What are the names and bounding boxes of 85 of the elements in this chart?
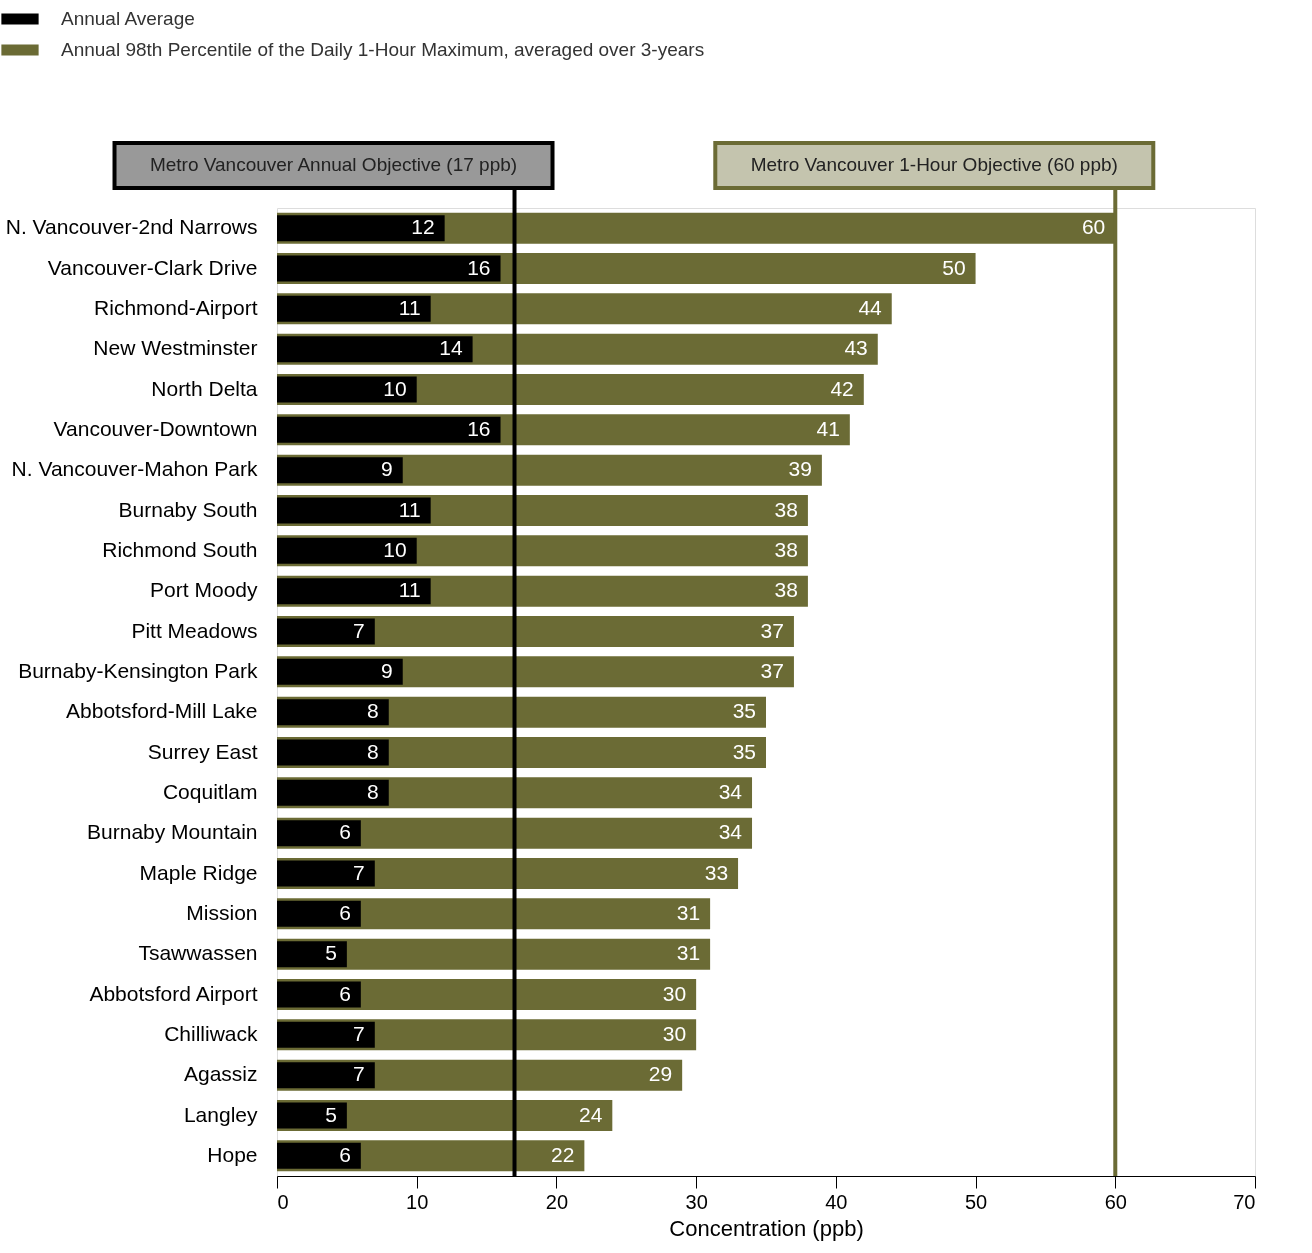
y-tick-label: Pitt Meadows [131,618,258,642]
data-label: 9 [381,457,393,481]
y-tick-label: New Westminster [93,336,258,360]
y-tick-label: Richmond South [102,537,258,561]
data-label: 37 [760,618,784,642]
data-label: 42 [830,376,854,400]
legend-label: Annual 98th Percentile of the Daily 1-Hour Maximum, averaged over 3-years [61,39,705,60]
x-tick-label: 60 [1104,1190,1127,1213]
data-label: 10 [383,376,407,400]
data-label: 30 [662,1021,687,1045]
y-tick-label: Vancouver-Clark Drive [47,255,258,279]
y-tick-label: Abbotsford-Mill Lake [66,699,258,723]
data-label: 6 [339,900,351,924]
y-tick-label: Hope [207,1142,258,1166]
data-label: 31 [676,900,701,924]
data-label: 11 [398,295,421,319]
data-label: 7 [353,1021,365,1045]
x-tick-label: 10 [406,1190,429,1213]
data-label: 41 [816,416,840,440]
y-tick-label: North Delta [151,376,258,400]
x-tick-label: 50 [964,1190,988,1213]
y-tick-label: Mission [186,900,258,924]
data-label: 16 [467,255,491,279]
y-tick-label: Port Moody [150,578,258,602]
data-label: 14 [439,336,463,360]
x-tick-label: 40 [825,1190,848,1213]
data-label: 11 [398,497,421,521]
data-label: 34 [718,820,743,844]
ref-line-label: Metro Vancouver Annual Objective (17 ppb) [149,154,518,175]
data-label: 29 [648,1062,673,1086]
data-label: 31 [676,941,701,965]
data-label: 5 [325,1102,337,1126]
y-tick-label: Coquitlam [162,779,258,803]
data-label: 7 [353,860,365,884]
data-label: 6 [339,820,351,844]
data-label: 60 [1081,215,1106,239]
data-label: 24 [578,1102,603,1126]
data-label: 10 [383,537,407,561]
data-label: 38 [774,537,798,561]
legend-label: Annual Average [61,8,195,29]
data-label: 43 [844,336,868,360]
data-label: 35 [732,699,756,723]
data-label: 38 [774,497,798,521]
data-label: 12 [411,215,435,239]
x-axis-title: Concentration (ppb) [669,1215,864,1241]
ref-line-label: Metro Vancouver 1-Hour Objective (60 ppb) [750,154,1118,175]
data-label: 39 [788,457,812,481]
y-tick-label: Burnaby-Kensington Park [18,658,258,682]
data-label: 44 [858,295,883,319]
data-label: 8 [367,739,379,763]
data-label: 8 [367,779,379,803]
data-label: 7 [353,1062,365,1086]
y-tick-label: Abbotsford Airport [89,981,258,1005]
data-label: 22 [551,1142,575,1166]
y-tick-label: Tsawwassen [138,941,258,965]
y-tick-label: Surrey East [147,739,258,763]
data-label: 9 [381,658,393,682]
y-tick-label: Agassiz [183,1062,258,1086]
y-tick-label: N. Vancouver-2nd Narrows [5,215,258,239]
data-label: 6 [339,981,351,1005]
data-label: 16 [467,416,491,440]
data-label: 34 [718,779,743,803]
x-tick-label: 30 [685,1190,708,1213]
y-tick-label: Richmond-Airport [94,295,258,319]
data-label: 7 [353,618,365,642]
data-label: 5 [325,941,337,965]
data-label: 35 [732,739,756,763]
data-label: 8 [367,699,379,723]
data-label: 30 [662,981,687,1005]
y-tick-label: Langley [183,1102,258,1126]
data-label: 50 [942,255,966,279]
data-label: 37 [760,658,784,682]
x-tick-label: 20 [545,1190,569,1213]
x-tick-label: 70 [1233,1190,1256,1213]
y-tick-label: Vancouver-Downtown [53,416,258,440]
y-tick-label: Burnaby Mountain [87,820,258,844]
x-tick-label: 0 [277,1190,289,1213]
data-label: 33 [704,860,729,884]
data-label: 11 [398,578,421,602]
data-label: 6 [339,1142,351,1166]
y-tick-label: Burnaby South [118,497,258,521]
y-tick-label: N. Vancouver-Mahon Park [11,457,258,481]
data-label: 38 [774,578,798,602]
y-tick-label: Chilliwack [164,1021,258,1045]
y-tick-label: Maple Ridge [139,860,258,884]
